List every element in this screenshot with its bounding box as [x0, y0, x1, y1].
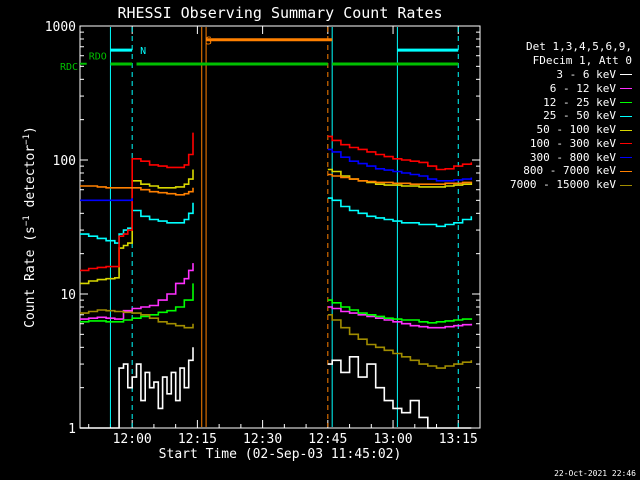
y-axis-label: Count Rate (s−1 detector−1) [22, 126, 38, 328]
series-8-segment-0 [80, 309, 194, 329]
series-3-segment-0 [80, 202, 194, 244]
legend-entry-swatch [620, 129, 632, 131]
legend-entry-swatch [620, 157, 632, 159]
plot-frame [79, 25, 481, 429]
y-axis-label-part: detector [23, 145, 38, 216]
x-tick-label: 12:00 [113, 432, 152, 447]
y-axis-label-exponent: −1 [22, 215, 32, 226]
y-tick-label: 10 [60, 288, 76, 303]
chart-title: RHESSI Observing Summary Count Rates [117, 4, 442, 22]
legend-entry: 7000 - 15000 keV [482, 178, 632, 192]
status-label-s: S [205, 35, 212, 48]
series-8-segment-1 [327, 314, 473, 369]
legend-header-line-2: FDecim 1, Att 0 [532, 54, 632, 67]
legend-entry-label: 25 - 50 keV [543, 109, 616, 123]
y-axis-label-exponent: −1 [22, 134, 32, 145]
series-2-segment-0 [80, 283, 194, 323]
status-label-rdc: RDC [60, 62, 78, 73]
legend-entry-label: 50 - 100 keV [536, 123, 616, 137]
legend-entry: 12 - 25 keV [482, 96, 632, 110]
series-7-segment-0 [80, 185, 194, 196]
legend-entry-swatch [620, 170, 632, 172]
y-tick-label: 1000 [45, 20, 76, 35]
y-tick-label: 1 [68, 422, 76, 437]
x-tick-label: 12:15 [178, 432, 217, 447]
series-0-segment-1 [327, 356, 472, 429]
generation-timestamp: 22-Oct-2021 22:46 [554, 469, 636, 478]
status-label-rdo: RDO [89, 52, 107, 63]
x-tick-label: 12:30 [243, 432, 282, 447]
legend-entry: 25 - 50 keV [482, 109, 632, 123]
series-6-segment-0 [80, 198, 133, 202]
legend-entry-swatch [620, 88, 632, 90]
y-axis-label-part: Count Rate (s [23, 226, 38, 328]
legend: Det 1,3,4,5,6,9, FDecim 1, Att 0 3 - 6 k… [482, 40, 632, 192]
legend-entry: 50 - 100 keV [482, 123, 632, 137]
legend-entry-swatch [620, 143, 632, 145]
legend-entry-label: 300 - 800 keV [529, 150, 616, 164]
y-tick-label: 100 [53, 154, 76, 169]
legend-entry: 100 - 300 keV [482, 137, 632, 151]
x-tick-label: 13:15 [439, 432, 478, 447]
x-tick-label: 12:45 [308, 432, 347, 447]
legend-entry-label: 100 - 300 keV [529, 136, 616, 150]
x-axis-label: Start Time (02-Sep-03 11:45:02) [159, 447, 402, 462]
legend-entry-label: 800 - 7000 keV [523, 164, 616, 178]
legend-entry: 800 - 7000 keV [482, 164, 632, 179]
x-tick-label: 13:00 [373, 432, 412, 447]
legend-entry: 300 - 800 keV [482, 151, 632, 165]
series-6-segment-1 [327, 148, 473, 182]
series-7-segment-1 [327, 173, 473, 185]
series-1-segment-0 [80, 263, 194, 320]
series-4-segment-1 [327, 168, 473, 188]
legend-entry-label: 3 - 6 keV [556, 67, 616, 81]
legend-entry: 6 - 12 keV [482, 82, 632, 96]
series-0-segment-0 [80, 347, 194, 429]
legend-entry-swatch [620, 115, 632, 117]
legend-entry-label: 6 - 12 keV [549, 81, 616, 95]
legend-entry-swatch [620, 184, 632, 186]
legend-entry-swatch [620, 74, 632, 76]
status-label-n: N [140, 46, 146, 57]
legend-rows: 3 - 6 keV 6 - 12 keV 12 - 25 keV 25 - 50 ke… [482, 68, 632, 192]
legend-header-line-1: Det 1,3,4,5,6,9, [526, 40, 632, 53]
legend-entry: 3 - 6 keV [482, 68, 632, 82]
legend-entry-label: 7000 - 15000 keV [510, 178, 616, 192]
legend-entry-swatch [620, 101, 632, 103]
series-2-segment-1 [327, 299, 473, 324]
series-3-segment-1 [327, 197, 473, 228]
legend-entry-label: 12 - 25 keV [543, 95, 616, 109]
y-axis-label-part: ) [23, 126, 38, 134]
series-1-segment-1 [327, 306, 473, 329]
series-5-segment-1 [327, 135, 473, 171]
series-5-segment-0 [80, 132, 194, 272]
